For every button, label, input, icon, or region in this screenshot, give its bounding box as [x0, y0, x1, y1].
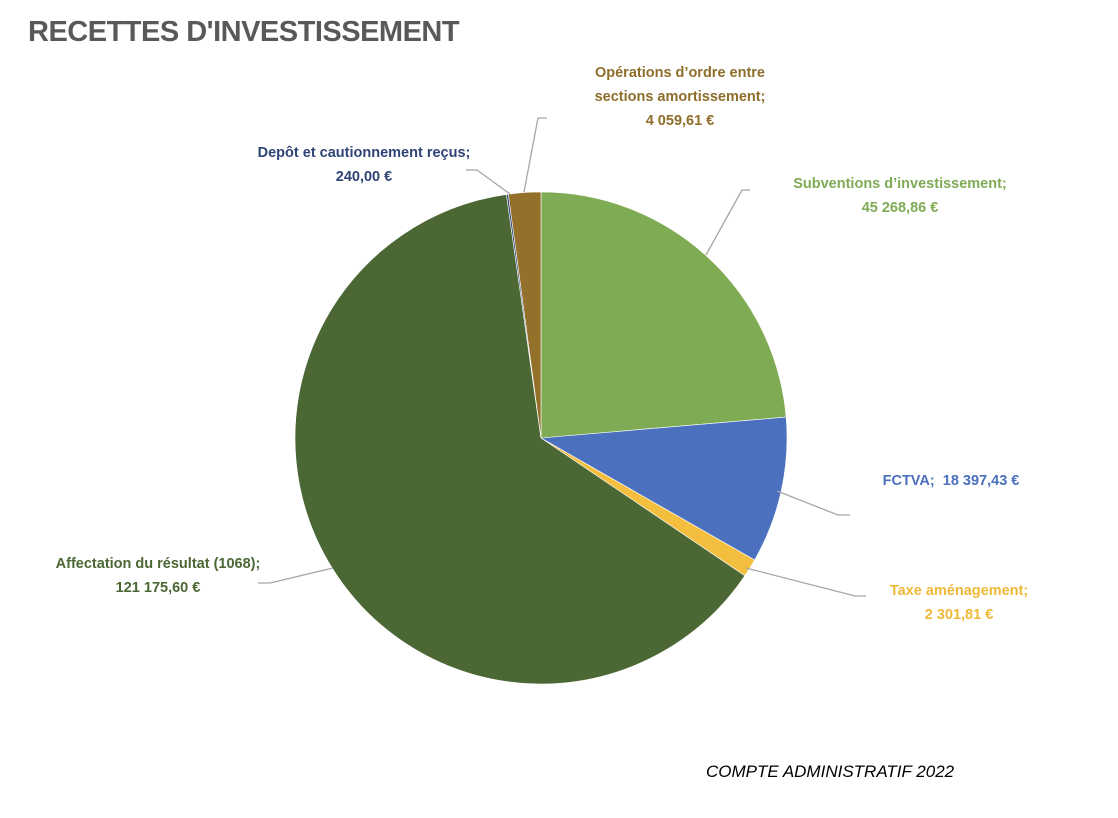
label-name-line2: sections amortissement; — [594, 89, 766, 105]
pie-slice-1 — [540, 416, 788, 561]
leader-line-depot — [466, 169, 511, 195]
leader-line-affectation — [258, 567, 334, 584]
leader-line-fctva — [776, 490, 850, 516]
label-value: 240,00 € — [335, 169, 393, 185]
leader-line-subventions — [705, 189, 750, 256]
label-value: 4 059,61 € — [645, 113, 715, 129]
data-label-fctva: FCTVA; 18 397,43 € — [883, 469, 1020, 493]
data-label-depot: Depôt et cautionnement reçus; 240,00 € — [258, 141, 471, 189]
label-name: FCTVA; — [882, 473, 935, 489]
label-name: Taxe aménagement; — [889, 583, 1029, 599]
leader-line-taxe — [745, 567, 866, 597]
label-value: 45 268,86 € — [861, 200, 939, 216]
pie-slice-5 — [507, 191, 542, 439]
label-name-line1: Opérations d’ordre entre — [594, 65, 765, 81]
label-value: 121 175,60 € — [115, 580, 201, 596]
label-text: FCTVA; 18 397,43 € — [883, 469, 1020, 493]
leader-line-operations — [523, 117, 547, 193]
label-name: Subventions d’investissement; — [793, 176, 1007, 192]
data-label-taxe: Taxe aménagement; 2 301,81 € — [890, 579, 1028, 627]
data-label-subventions: Subventions d’investissement; 45 268,86 … — [793, 172, 1007, 220]
pie-slice-0 — [540, 191, 787, 439]
chart-title: RECETTES D'INVESTISSEMENT — [28, 16, 460, 48]
label-name: Depôt et cautionnement reçus; — [257, 145, 471, 161]
data-label-affectation: Affectation du résultat (1068); 121 175,… — [56, 552, 261, 600]
chart-footer: COMPTE ADMINISTRATIF 2022 — [706, 762, 955, 781]
data-label-operations: Opérations d’ordre entre sections amorti… — [595, 61, 766, 133]
label-value: 18 397,43 € — [942, 473, 1020, 489]
label-name: Affectation du résultat (1068); — [55, 556, 261, 572]
label-value: 2 301,81 € — [924, 607, 994, 623]
